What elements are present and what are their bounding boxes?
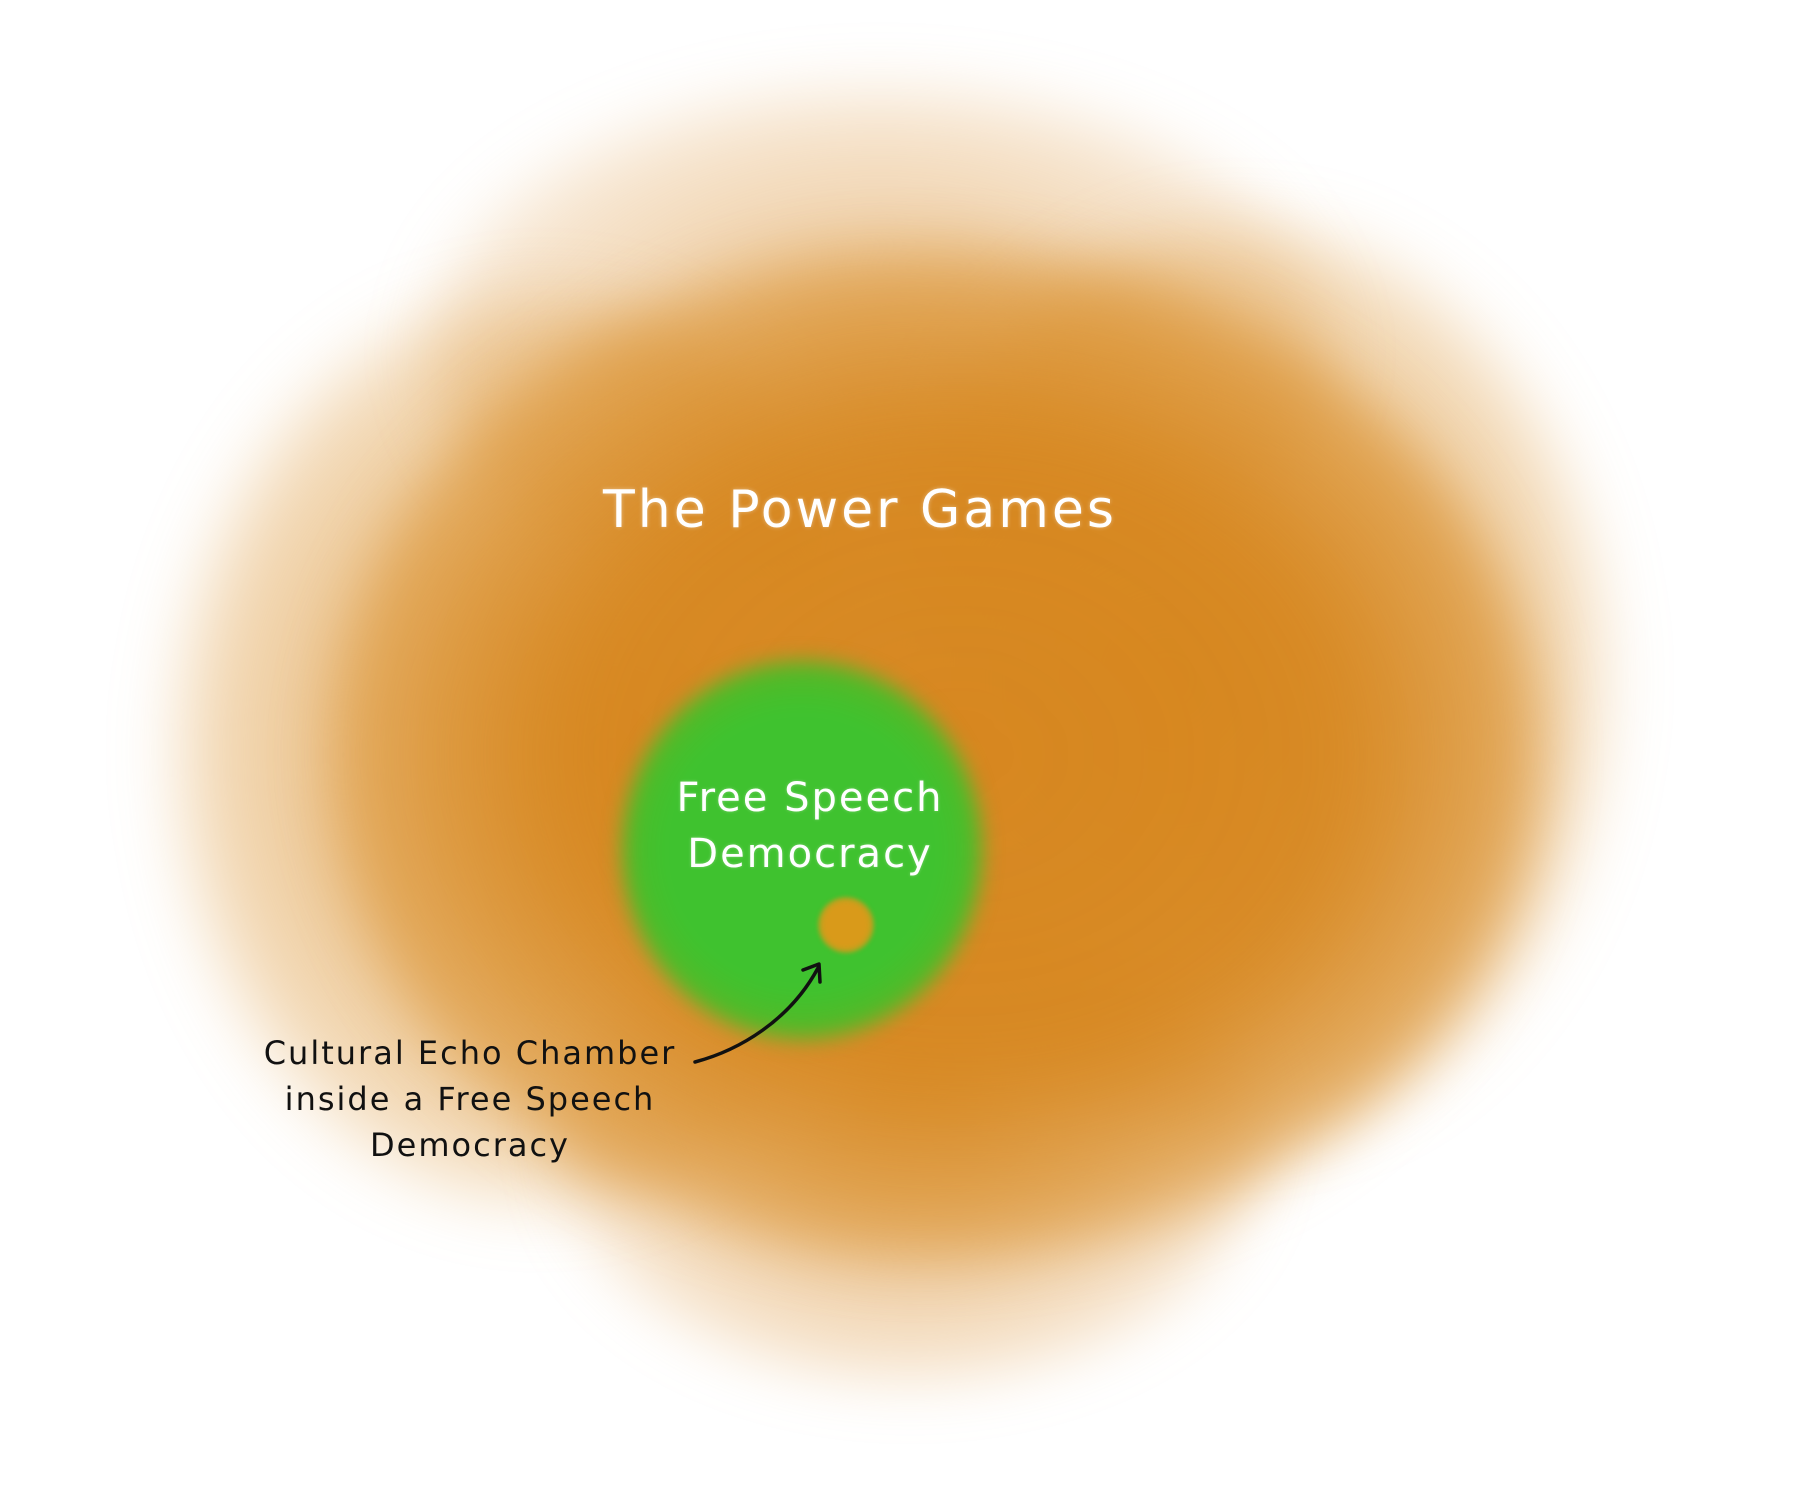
echo-chamber-dot	[818, 897, 874, 953]
annotation-line2: inside a Free Speech	[284, 1080, 656, 1118]
echo-chamber-annotation: Cultural Echo Chamber inside a Free Spee…	[240, 1030, 700, 1168]
free-speech-democracy-label-line2: Democracy	[687, 831, 933, 877]
power-games-label: The Power Games	[603, 480, 1117, 540]
annotation-line3: Democracy	[370, 1126, 570, 1164]
annotation-line1: Cultural Echo Chamber	[263, 1034, 677, 1072]
free-speech-democracy-label-line1: Free Speech	[676, 775, 944, 821]
free-speech-democracy-label: Free Speech Democracy	[640, 770, 980, 882]
